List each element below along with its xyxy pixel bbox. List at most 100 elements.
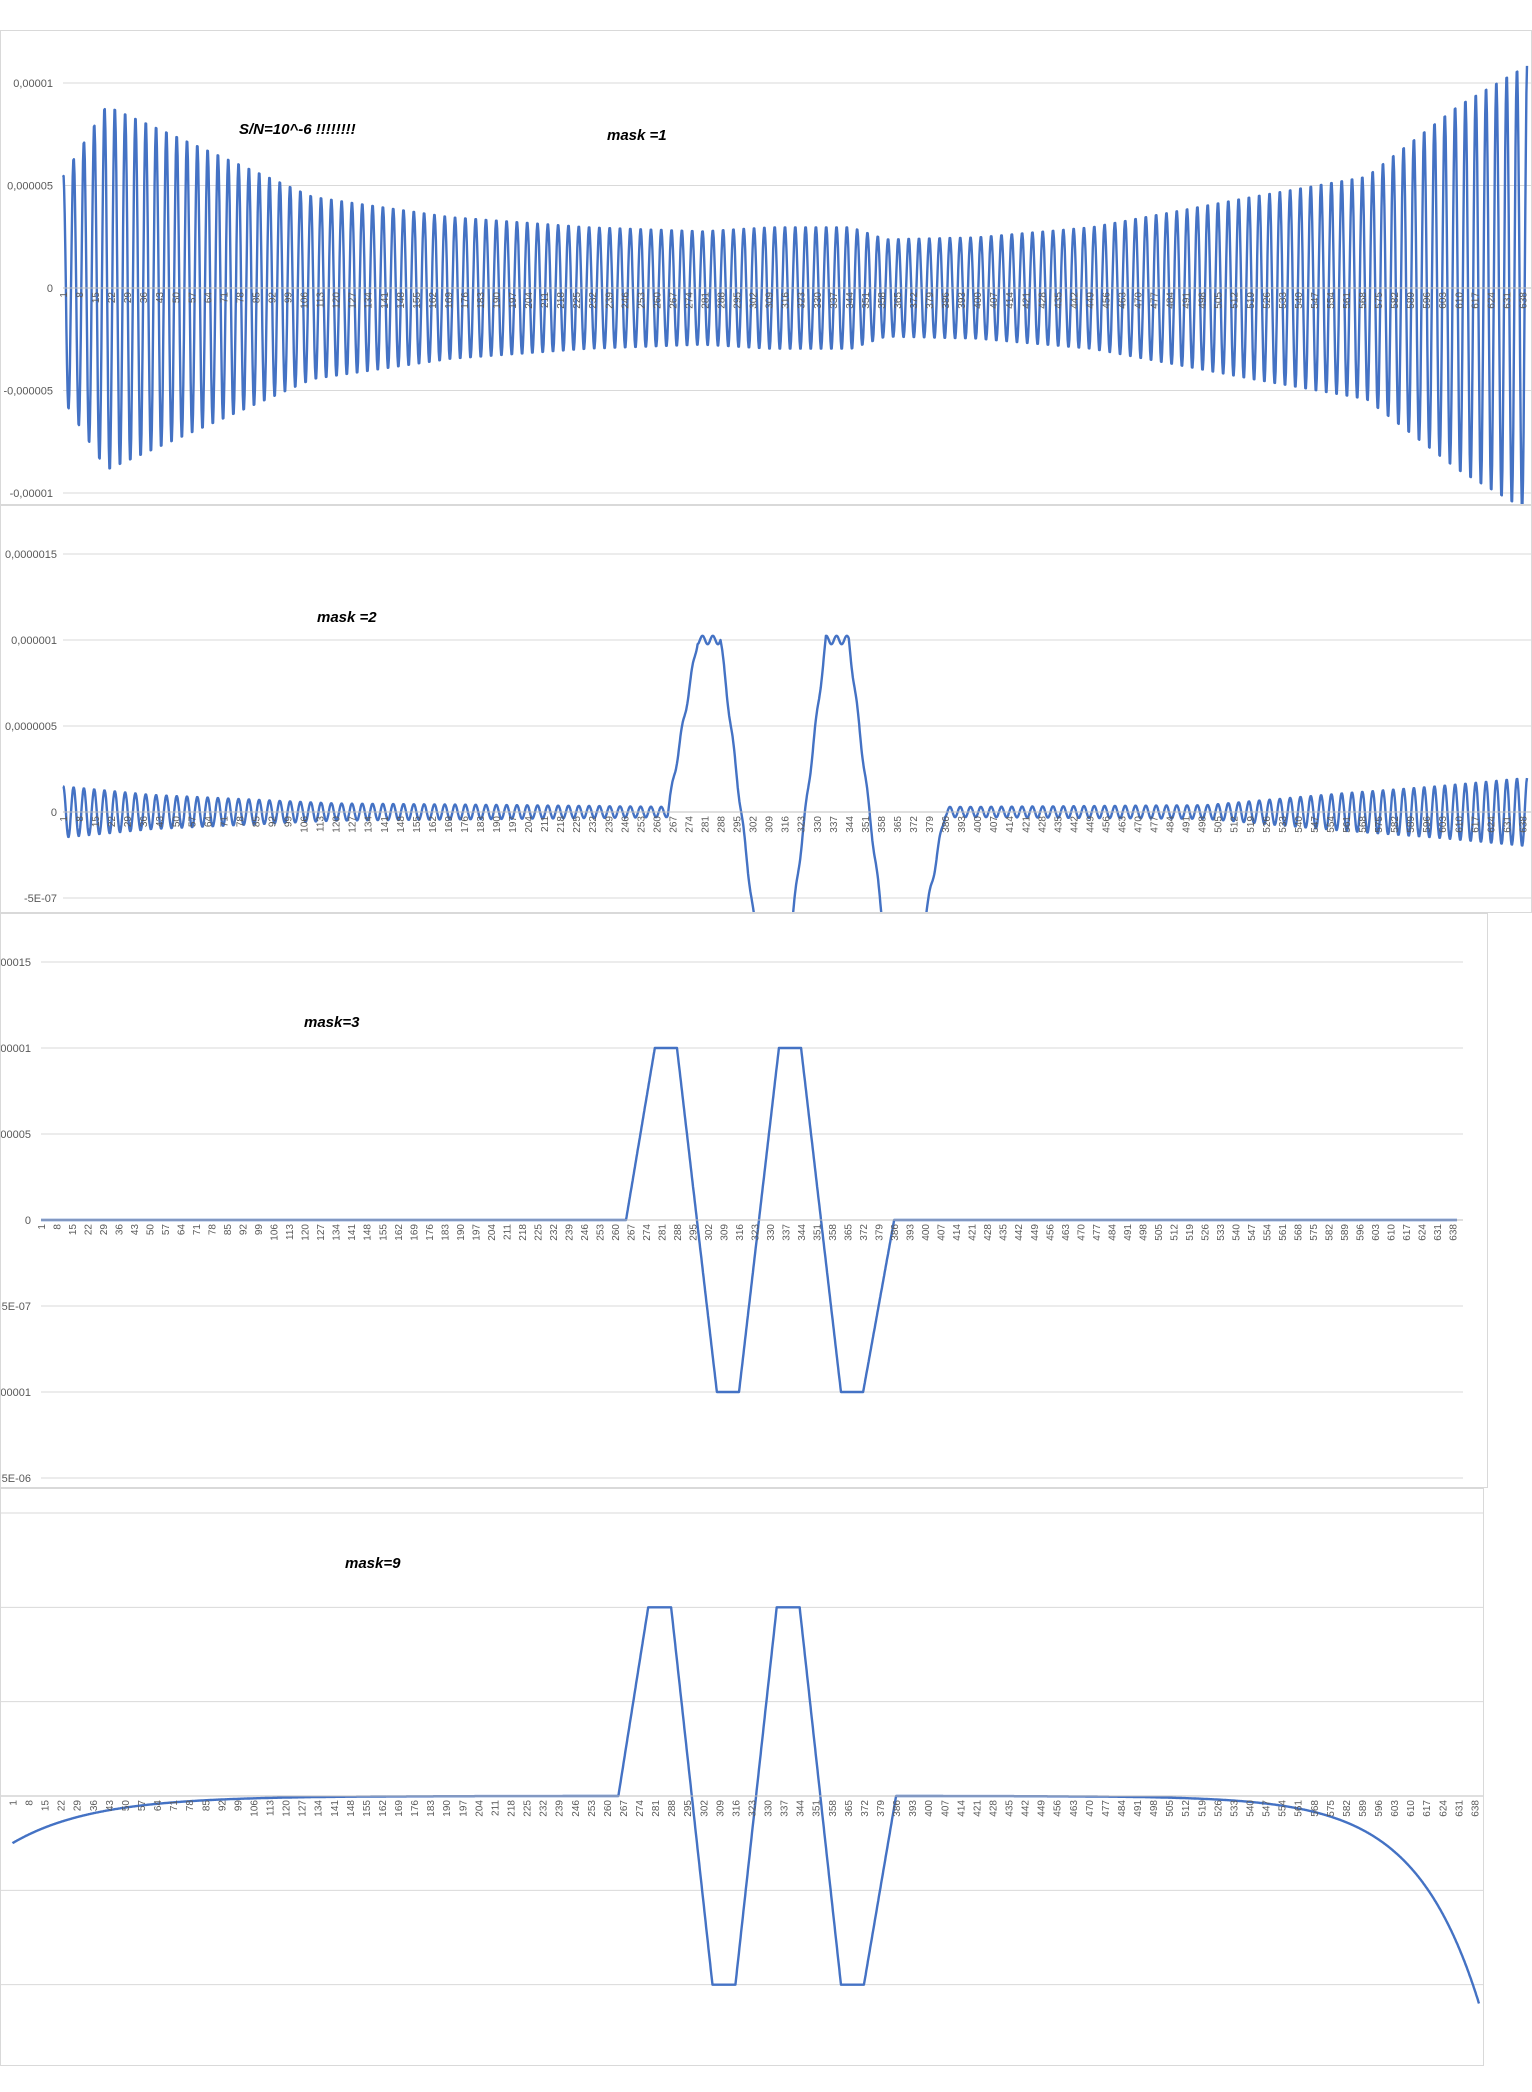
x-tick-label: 631 xyxy=(1502,292,1513,309)
x-tick-label: 302 xyxy=(749,292,760,309)
x-tick-label: 113 xyxy=(316,816,327,832)
y-tick-label: -0,000005 xyxy=(3,386,53,398)
x-tick-label: 582 xyxy=(1342,1800,1353,1817)
x-tick-label: 575 xyxy=(1326,1800,1337,1817)
x-tick-label: 253 xyxy=(636,816,647,833)
x-tick-label: 386 xyxy=(941,816,952,833)
x-tick-label: 498 xyxy=(1149,1800,1160,1817)
x-tick-label: 323 xyxy=(797,292,808,309)
x-tick-label: 141 xyxy=(330,1800,341,1817)
x-tick-label: 603 xyxy=(1371,1224,1382,1241)
chart-svg-3: 0,0000015 0,000001 0,0000005 0 -5E-07 -0,0000… xyxy=(1,957,1463,1485)
x-tick-label: 43 xyxy=(155,292,166,304)
x-tick-label: 148 xyxy=(396,292,407,309)
x-tick-label: 575 xyxy=(1374,816,1385,833)
x-tick-label: 589 xyxy=(1406,816,1417,833)
x-tick-label: 596 xyxy=(1422,816,1433,833)
x-tick-label: 638 xyxy=(1449,1224,1460,1241)
x-tick-label: 484 xyxy=(1107,1224,1118,1241)
y-tick-label: -0,00001 xyxy=(10,488,53,500)
x-tick-label: 470 xyxy=(1085,1800,1096,1817)
x-tick-label: 463 xyxy=(1069,1800,1080,1817)
x-tick-label: 169 xyxy=(409,1224,420,1241)
x-tick-label: 533 xyxy=(1278,816,1289,833)
x-tick-label: 498 xyxy=(1198,292,1209,309)
x-tick-label: 162 xyxy=(394,1224,405,1241)
x-tick-label: 442 xyxy=(1014,1224,1025,1241)
x-tick-label: 379 xyxy=(925,816,936,833)
x-tick-label: 22 xyxy=(107,816,118,828)
x-tick-label: 176 xyxy=(425,1224,436,1241)
x-tick-label: 596 xyxy=(1356,1224,1367,1241)
x-tick-label: 183 xyxy=(426,1800,437,1817)
x-tick-label: 218 xyxy=(518,1224,529,1241)
x-tick-label: 204 xyxy=(524,816,535,833)
x-tick-label: 365 xyxy=(893,816,904,833)
x-tick-label: 183 xyxy=(476,816,487,833)
x-tick-label: 386 xyxy=(941,292,952,309)
x-tick-label: 540 xyxy=(1294,292,1305,309)
x-tick-label: 253 xyxy=(636,292,647,309)
x-tick-label: 589 xyxy=(1406,292,1417,309)
x-tick-label: 505 xyxy=(1154,1224,1165,1241)
x-tick-label: 561 xyxy=(1342,292,1353,309)
x-tick-label: 190 xyxy=(492,816,503,833)
x-tick-label: 505 xyxy=(1214,816,1225,833)
x-tick-label: 337 xyxy=(829,816,840,833)
y-tick-label: -1,5E-06 xyxy=(1,1473,31,1485)
x-tick-label: 176 xyxy=(460,816,471,833)
x-tick-label: 1 xyxy=(37,1224,48,1230)
x-tick-label: 295 xyxy=(733,292,744,309)
x-tick-label: 400 xyxy=(973,816,984,833)
x-tick-label: 169 xyxy=(394,1800,405,1817)
x-tick-label: 519 xyxy=(1185,1224,1196,1241)
x-tick-label: 456 xyxy=(1053,1800,1064,1817)
x-tick-label: 407 xyxy=(937,1224,948,1241)
chart-svg-2: 0,0000015 0,000001 0,0000005 0 -5E-07 1 8 15 22 2… xyxy=(5,549,1531,912)
x-tick-label: 190 xyxy=(492,292,503,309)
chart-annotation-snr: S/N=10^-6 !!!!!!!! xyxy=(239,121,356,138)
x-tick-label: 1 xyxy=(59,292,70,298)
x-tick-label: 197 xyxy=(508,292,519,309)
x-tick-label: 624 xyxy=(1418,1224,1429,1241)
x-tick-label: 351 xyxy=(813,1224,824,1241)
y-tick-label: -0,000001 xyxy=(1,1387,31,1399)
x-tick-label: 204 xyxy=(524,292,535,309)
x-tick-label: 561 xyxy=(1294,1800,1305,1817)
x-tick-label: 197 xyxy=(471,1224,482,1241)
x-tick-label: 197 xyxy=(458,1800,469,1817)
x-tick-label: 323 xyxy=(748,1800,759,1817)
y-tick-label: 0,0000015 xyxy=(1,957,31,969)
x-tick-label: 435 xyxy=(999,1224,1010,1241)
x-tick-label: 442 xyxy=(1021,1800,1032,1817)
x-tick-label: 127 xyxy=(348,292,359,309)
x-tick-label: 281 xyxy=(658,1224,669,1241)
x-tick-label: 225 xyxy=(572,292,583,309)
x-tick-label: 253 xyxy=(587,1800,598,1817)
x-tick-label: 442 xyxy=(1069,292,1080,309)
x-tick-label: 281 xyxy=(651,1800,662,1817)
x-tick-label: 428 xyxy=(983,1224,994,1241)
x-tick-label: 400 xyxy=(924,1800,935,1817)
x-tick-label: 211 xyxy=(540,816,551,832)
x-tick-label: 323 xyxy=(751,1224,762,1241)
x-tick-label: 309 xyxy=(715,1800,726,1817)
x-tick-label: 624 xyxy=(1486,292,1497,309)
x-tick-label: 624 xyxy=(1438,1800,1449,1817)
x-tick-label: 22 xyxy=(57,1800,68,1812)
x-tick-label: 568 xyxy=(1358,816,1369,833)
x-tick-label: 414 xyxy=(952,1224,963,1241)
x-tick-label: 99 xyxy=(284,292,295,304)
x-tick-label: 435 xyxy=(1053,816,1064,833)
x-tick-label: 365 xyxy=(844,1224,855,1241)
x-tick-label: 57 xyxy=(187,816,198,828)
x-tick-label: 617 xyxy=(1470,292,1481,309)
x-tick-label: 281 xyxy=(701,292,712,309)
x-tick-label: 43 xyxy=(130,1224,141,1236)
x-tick-label: 309 xyxy=(765,292,776,309)
x-tick-label: 22 xyxy=(84,1224,95,1236)
x-tick-label: 358 xyxy=(828,1224,839,1241)
x-tick-label: 155 xyxy=(362,1800,373,1817)
x-tick-label: 295 xyxy=(689,1224,700,1241)
x-tick-label: 99 xyxy=(233,1800,244,1812)
